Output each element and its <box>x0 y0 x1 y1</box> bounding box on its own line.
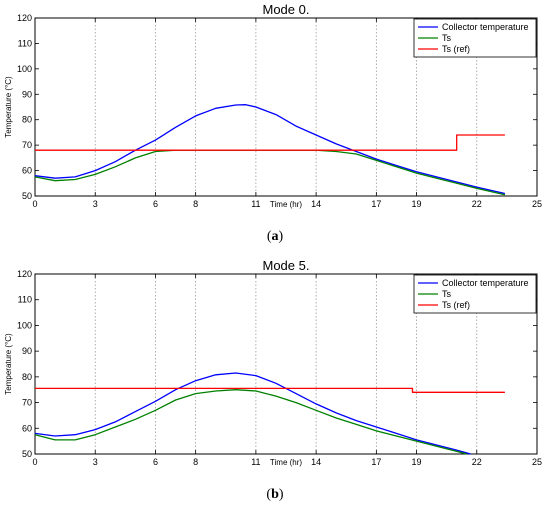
legend-label: Collector temperature <box>442 278 529 288</box>
x-tick-label: 19 <box>412 199 422 209</box>
y-tick-label: 50 <box>22 191 32 201</box>
caption-letter: a <box>272 229 279 244</box>
series-line-2 <box>35 387 505 393</box>
y-tick-label: 110 <box>18 38 32 48</box>
figure-caption: (a) <box>267 229 284 244</box>
y-tick-label: 100 <box>17 64 32 74</box>
y-tick-label: 70 <box>22 398 32 408</box>
x-tick-label: 14 <box>311 199 321 209</box>
y-tick-label: 80 <box>22 115 32 125</box>
x-tick-label: 22 <box>472 457 482 467</box>
x-axis-label: Time (hr) <box>270 200 302 209</box>
chart-mode-0: 0 3 6 8 11 14 17 19 22 25 50 60 70 80 90 100 110 120 Mode … <box>4 2 542 244</box>
axes-box <box>34 273 538 455</box>
y-tick-label: 90 <box>22 346 32 356</box>
x-tick-label: 6 <box>153 199 158 209</box>
caption-letter: b <box>271 487 279 502</box>
legend-label: Collector temperature <box>442 22 529 32</box>
x-tick-label: 3 <box>93 457 98 467</box>
legend-label: Ts (ref) <box>442 300 470 310</box>
y-tick-label: 120 <box>17 269 32 279</box>
legend-box <box>413 274 537 314</box>
x-tick-label: 0 <box>32 199 37 209</box>
x-tick-label: 25 <box>532 199 542 209</box>
x-tick-label: 0 <box>32 457 37 467</box>
y-axis-label: Temperature (°C) <box>4 76 13 138</box>
axes-box <box>34 17 538 197</box>
x-tick-label: 11 <box>251 457 260 467</box>
y-tick-label: 110 <box>18 295 32 305</box>
y-tick-label: 80 <box>22 372 32 382</box>
x-tick-label: 8 <box>193 199 198 209</box>
chart-mode-5: 0 3 6 8 11 14 17 19 22 25 50 60 70 80 90 100 110 120 Mode … <box>4 258 542 502</box>
series-line-0 <box>34 104 506 195</box>
chart-title: Mode 0. <box>263 2 310 17</box>
y-tick-label: 60 <box>22 423 32 433</box>
legend-label: Ts <box>442 33 452 43</box>
x-tick-label: 22 <box>472 199 482 209</box>
y-tick-label: 90 <box>22 89 32 99</box>
series-line-1 <box>34 389 467 455</box>
series-line-2 <box>35 134 505 151</box>
y-tick-label: 70 <box>22 140 32 150</box>
x-tick-label: 6 <box>153 457 158 467</box>
chart-title: Mode 5. <box>263 258 310 273</box>
y-tick-label: 60 <box>22 166 32 176</box>
x-axis-label: Time (hr) <box>270 458 302 467</box>
legend-label: Ts <box>442 289 452 299</box>
x-tick-label: 17 <box>371 199 381 209</box>
y-tick-label: 50 <box>22 449 32 459</box>
x-tick-label: 11 <box>251 199 260 209</box>
x-tick-label: 3 <box>93 199 98 209</box>
x-tick-label: 25 <box>532 457 542 467</box>
x-tick-label: 8 <box>193 457 198 467</box>
x-tick-label: 19 <box>412 457 422 467</box>
y-tick-label: 120 <box>17 13 32 23</box>
series-line-0 <box>34 372 471 455</box>
legend-label: Ts (ref) <box>442 44 470 54</box>
y-axis-label: Temperature (°C) <box>4 333 13 395</box>
x-tick-label: 14 <box>311 457 321 467</box>
y-tick-label: 100 <box>17 320 32 330</box>
x-tick-label: 17 <box>371 457 381 467</box>
figure-caption: (b) <box>266 487 283 502</box>
